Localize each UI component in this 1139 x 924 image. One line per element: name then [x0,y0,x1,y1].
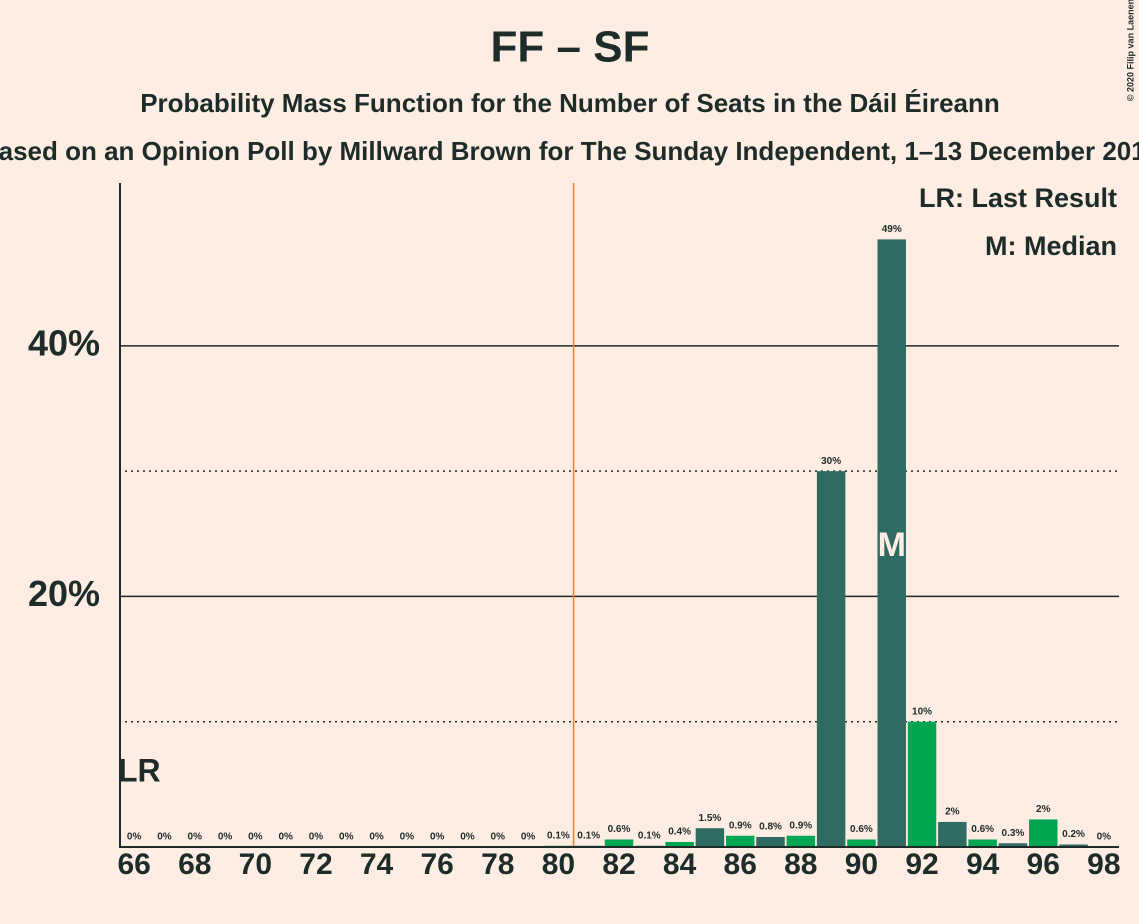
median-label: M [878,526,906,564]
value-label: 2% [945,807,960,818]
bar [998,843,1028,847]
value-label: 1.5% [699,813,722,824]
value-label: 0.6% [971,824,994,835]
bar [907,721,937,847]
value-label: 0.6% [850,824,873,835]
chart-title: FF – SF [491,23,650,72]
value-label: 0% [188,832,203,843]
value-label: 0.8% [759,822,782,833]
bar [695,828,725,847]
value-label: 0.1% [638,830,661,841]
value-label: 0.4% [668,827,691,838]
x-tick-label: 72 [299,848,332,881]
x-tick-label: 66 [117,848,150,881]
value-label: 0% [278,832,293,843]
bar [877,239,906,847]
bar [968,839,997,847]
x-tick-label: 92 [905,848,938,881]
bar [1059,844,1088,847]
x-tick-label: 68 [178,848,211,881]
value-label: 0% [218,832,233,843]
bar [1029,819,1058,847]
last-result-label: LR [118,752,161,788]
bar [816,471,846,847]
x-tick-label: 98 [1087,848,1120,881]
legend-entry: LR: Last Result [919,183,1117,213]
value-label: 0.3% [1002,828,1025,839]
bar [756,836,785,847]
value-label: 0% [460,832,475,843]
bar [847,839,876,847]
value-label: 0.2% [1062,829,1085,840]
bar [786,835,816,847]
value-label: 0% [430,832,445,843]
bar [665,841,694,847]
x-tick-label: 94 [966,848,1000,881]
value-label: 0% [369,832,384,843]
value-label: 0.1% [547,830,570,841]
value-label: 0.6% [608,824,631,835]
chart-subtitle: Based on an Opinion Poll by Millward Bro… [0,136,1139,166]
value-label: 0% [127,832,142,843]
value-label: 0% [1097,832,1112,843]
value-label: 0.9% [789,820,812,831]
x-tick-label: 82 [602,848,635,881]
copyright: © 2020 Filip van Laenen [1125,0,1135,101]
x-tick-label: 78 [481,848,514,881]
legend-entry: M: Median [985,231,1117,261]
value-label: 30% [821,456,841,467]
x-tick-label: 74 [360,848,394,881]
value-label: 0% [248,832,263,843]
x-tick-label: 84 [663,848,697,881]
x-tick-label: 90 [845,848,878,881]
x-tick-label: 80 [542,848,575,881]
value-label: 2% [1036,804,1051,815]
bar [938,821,967,847]
bar [604,839,634,847]
y-tick-label: 40% [28,322,100,363]
value-label: 49% [882,224,902,235]
x-tick-label: 76 [420,848,453,881]
value-label: 0% [400,832,415,843]
chart-subtitle: Probability Mass Function for the Number… [140,88,1000,118]
value-label: 0% [339,832,354,843]
value-label: 0.1% [577,830,600,841]
y-tick-label: 20% [28,573,100,614]
x-tick-label: 70 [239,848,272,881]
value-label: 0% [157,832,172,843]
value-label: 0% [309,832,324,843]
bar [725,835,755,847]
value-label: 10% [912,706,932,717]
x-tick-label: 86 [724,848,757,881]
x-tick-label: 88 [784,848,817,881]
x-tick-label: 96 [1027,848,1060,881]
value-label: 0.9% [729,820,752,831]
value-label: 0% [491,832,506,843]
value-label: 0% [521,832,536,843]
